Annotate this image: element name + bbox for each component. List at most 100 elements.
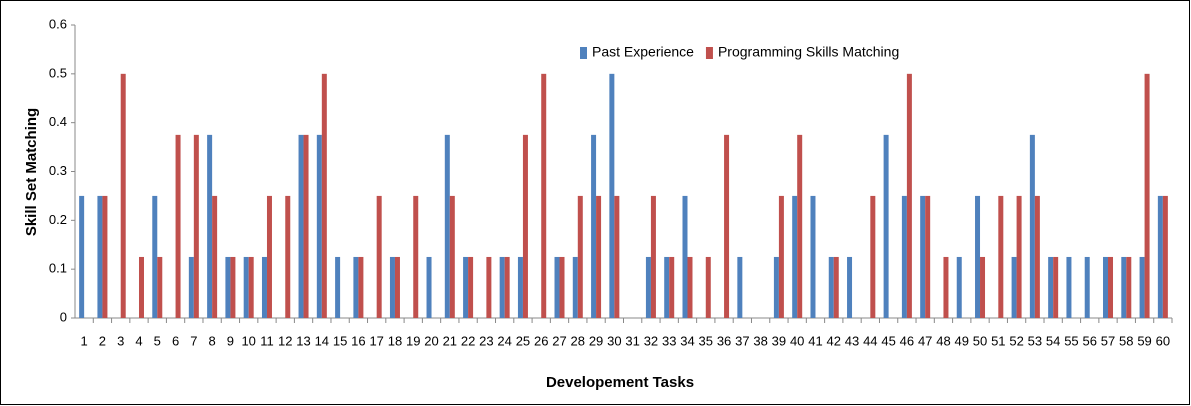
x-tick-label: 13 [296, 333, 310, 348]
bar [778, 195, 784, 318]
bar [797, 134, 803, 318]
y-axis-title: Skill Set Matching [23, 108, 40, 236]
bar [1139, 256, 1145, 318]
x-tick-label: 22 [461, 333, 475, 348]
x-tick-label: 59 [1137, 333, 1151, 348]
bar [120, 73, 126, 318]
x-tick-label: 30 [607, 333, 621, 348]
bar [687, 256, 693, 318]
x-tick-label: 15 [333, 333, 347, 348]
x-tick-label: 43 [845, 333, 859, 348]
x-tick-label: 52 [1009, 333, 1023, 348]
bar [833, 256, 839, 318]
bar [559, 256, 565, 318]
bar [298, 134, 304, 318]
bar [925, 195, 931, 318]
bar [1144, 73, 1150, 318]
x-tick-label: 55 [1064, 333, 1078, 348]
x-tick-label: 16 [351, 333, 365, 348]
bar [193, 134, 199, 318]
bar [1103, 256, 1109, 318]
bar [1011, 256, 1017, 318]
x-tick-label: 35 [699, 333, 713, 348]
x-tick-label: 57 [1101, 333, 1115, 348]
bar [645, 256, 651, 318]
bar [1029, 134, 1035, 318]
bar [97, 195, 103, 318]
bar [664, 256, 670, 318]
y-tick-label: 0.1 [49, 261, 67, 276]
bar [1157, 195, 1163, 318]
bar [847, 256, 853, 318]
bar [682, 195, 688, 318]
bar [413, 195, 419, 318]
x-tick-label: 7 [190, 333, 197, 348]
bar [248, 256, 254, 318]
bar [225, 256, 231, 318]
x-tick-label: 20 [424, 333, 438, 348]
x-tick-label: 40 [790, 333, 804, 348]
x-tick-label: 49 [955, 333, 969, 348]
bar [792, 195, 798, 318]
bar [353, 256, 359, 318]
x-axis-title: Developement Tasks [546, 374, 694, 391]
x-tick-label: 9 [227, 333, 234, 348]
bar [828, 256, 834, 318]
x-tick-label: 54 [1046, 333, 1060, 348]
legend-swatch [580, 47, 587, 59]
bar [389, 256, 395, 318]
x-tick-label: 31 [625, 333, 639, 348]
bar [669, 256, 675, 318]
bar [591, 134, 597, 318]
y-tick-label: 0 [60, 309, 67, 324]
x-tick-label: 36 [717, 333, 731, 348]
bar [975, 195, 981, 318]
x-tick-label: 3 [117, 333, 124, 348]
bar [138, 256, 144, 318]
x-tick-label: 51 [991, 333, 1005, 348]
x-tick-label: 28 [571, 333, 585, 348]
bar [577, 195, 583, 318]
bar [449, 195, 455, 318]
y-tick-label: 0.3 [49, 163, 67, 178]
x-tick-label: 12 [278, 333, 292, 348]
bar [261, 256, 267, 318]
x-tick-label: 56 [1082, 333, 1096, 348]
bar [316, 134, 322, 318]
bar [321, 73, 327, 318]
bar [102, 195, 108, 318]
bar [285, 195, 291, 318]
bar [1053, 256, 1059, 318]
bar [737, 256, 743, 318]
bar [1121, 256, 1127, 318]
bar [1126, 256, 1132, 318]
bar [1034, 195, 1040, 318]
bar [810, 195, 816, 318]
x-tick-label: 4 [135, 333, 142, 348]
bar [499, 256, 505, 318]
bar [243, 256, 249, 318]
bar [152, 195, 158, 318]
bar [572, 256, 578, 318]
bar [468, 256, 474, 318]
bar [906, 73, 912, 318]
x-tick-label: 60 [1156, 333, 1170, 348]
x-tick-label: 47 [918, 333, 932, 348]
bar [230, 256, 236, 318]
bar [705, 256, 711, 318]
bar [614, 195, 620, 318]
x-tick-label: 19 [406, 333, 420, 348]
bar [609, 73, 615, 318]
x-tick-label: 44 [863, 333, 877, 348]
x-tick-label: 42 [827, 333, 841, 348]
x-tick-label: 29 [589, 333, 603, 348]
bar [517, 256, 523, 318]
x-tick-label: 41 [808, 333, 822, 348]
x-tick-label: 5 [154, 333, 161, 348]
bar [486, 256, 492, 318]
legend-label: Programming Skills Matching [718, 44, 899, 60]
y-tick-label: 0.6 [49, 16, 67, 31]
legend-label: Past Experience [592, 44, 694, 60]
bar [463, 256, 469, 318]
